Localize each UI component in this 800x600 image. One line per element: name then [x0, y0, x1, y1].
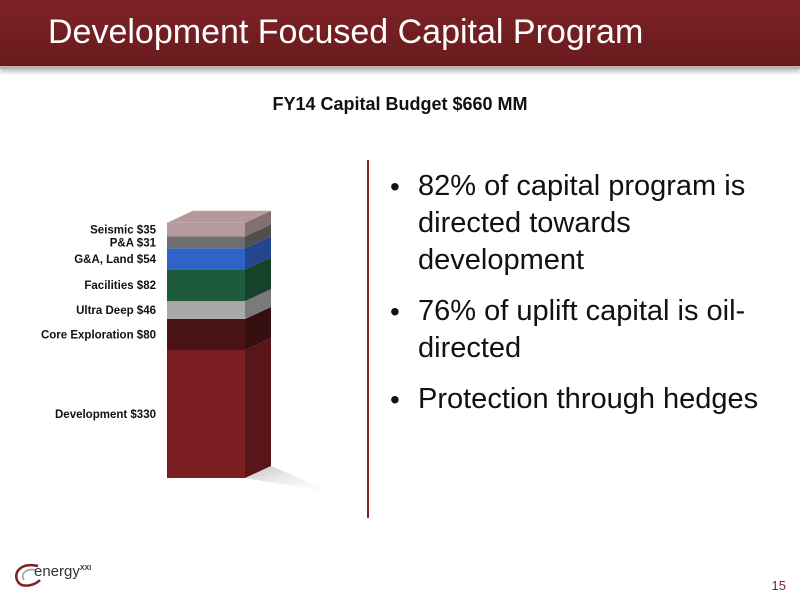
bar-side-development [245, 338, 271, 478]
bar-segment-facilities [167, 269, 245, 302]
bullet-item: • Protection through hedges [388, 381, 788, 418]
column-divider [367, 160, 369, 518]
bar-side-seismic [245, 210, 271, 237]
bullet-item: • 82% of capital program is directed towa… [388, 168, 788, 279]
bar-side-g-a-land [245, 236, 271, 270]
data-label-development: Development $330 [55, 409, 156, 421]
bullet-text: Protection through hedges [418, 383, 759, 415]
bullet-dot-icon: • [390, 171, 400, 202]
bar-segment-seismic [167, 222, 245, 237]
bullet-list: • 82% of capital program is directed towa… [388, 168, 788, 432]
bar-segment-core-exploration [167, 318, 245, 350]
data-label-p-a: P&A $31 [110, 237, 157, 249]
data-label-core-exploration: Core Exploration $80 [41, 329, 156, 341]
bar-segment-p-a [167, 236, 245, 249]
data-label-ultra-deep: Ultra Deep $46 [76, 305, 156, 317]
page-number: 15 [771, 578, 786, 593]
bullet-dot-icon: • [390, 384, 400, 415]
stacked-bar-chart: Development $330 Core Exploration $80 Ultr… [41, 210, 341, 496]
bar-floor-shadow [245, 466, 341, 496]
logo-text: energyXXI [34, 563, 92, 580]
bar-top-seismic [167, 210, 271, 223]
bullet-item: • 76% of uplift capital is oil-directed [388, 293, 788, 367]
company-logo: energyXXI [12, 560, 102, 590]
bar-segment-ultra-deep [167, 301, 245, 319]
bar-side-facilities [245, 257, 271, 302]
bullet-text: 76% of uplift capital is oil-directed [418, 295, 746, 364]
bar-side-ultra-deep [245, 289, 271, 319]
bar-segment-development [167, 350, 245, 478]
bullet-dot-icon: • [390, 296, 400, 327]
bar-side-p-a [245, 224, 271, 249]
chart-title: FY14 Capital Budget $660 MM [272, 94, 528, 114]
bullet-text: 82% of capital program is directed towar… [418, 170, 746, 276]
logo-swoosh-icon [15, 563, 41, 587]
data-label-seismic: Seismic $35 [90, 225, 156, 237]
page-title: Development Focused Capital Program [48, 13, 644, 51]
data-label-g-a-land: G&A, Land $54 [74, 254, 156, 266]
title-bar: Development Focused Capital Program [0, 0, 800, 69]
data-label-facilities: Facilities $82 [84, 280, 156, 292]
bar-segment-g-a-land [167, 248, 245, 270]
bar-side-core-exploration [245, 306, 271, 350]
